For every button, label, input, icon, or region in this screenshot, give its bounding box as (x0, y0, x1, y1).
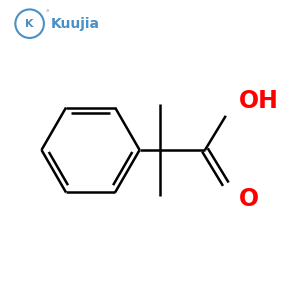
Text: OH: OH (239, 89, 279, 113)
Text: O: O (239, 187, 259, 211)
Text: °: ° (45, 11, 49, 17)
Text: Kuujia: Kuujia (50, 17, 99, 31)
Text: K: K (26, 19, 34, 29)
